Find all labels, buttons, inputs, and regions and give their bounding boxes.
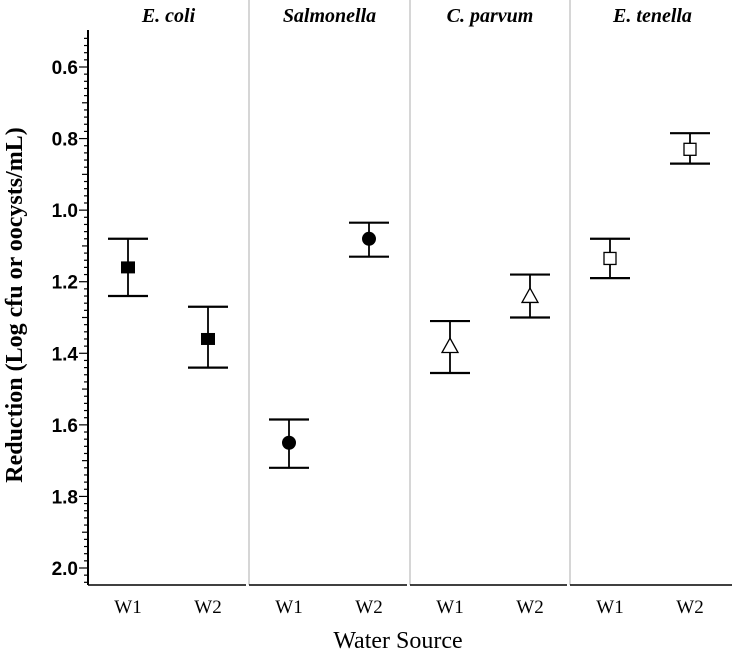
x-tick-label: W2 — [516, 597, 543, 618]
y-axis: 0.6 0.8 1.0 1.2 1.4 1.6 1.8 2.0 — [52, 30, 732, 586]
chart-marks — [108, 132, 710, 469]
y-tick-label: 1.4 — [52, 344, 79, 365]
panel-title: E. coli — [141, 5, 196, 27]
panel-title: Salmonella — [283, 5, 376, 27]
y-tick-label: 2.0 — [52, 559, 78, 580]
panel-title: C. parvum — [447, 5, 534, 27]
x-tick-labels: W1 W2 W1 W2 W1 W2 W1 W2 — [114, 597, 703, 618]
x-tick-label: W2 — [194, 597, 221, 618]
panel-title: E. tenella — [612, 5, 692, 27]
data-point — [440, 336, 460, 354]
x-tick-label: W1 — [596, 597, 623, 618]
y-tick-label: 1.8 — [52, 487, 78, 508]
panel-titles: E. coli Salmonella C. parvum E. tenella — [141, 5, 692, 27]
x-tick-label: W1 — [436, 597, 463, 618]
data-point — [121, 261, 135, 274]
data-point — [683, 142, 697, 156]
y-tick-label: 1.6 — [52, 416, 78, 437]
y-axis-title: Reduction (Log cfu or oocysts/mL) — [2, 127, 28, 483]
x-tick-label: W2 — [676, 597, 703, 618]
y-tick-label: 1.0 — [52, 201, 78, 222]
x-tick-label: W1 — [275, 597, 302, 618]
panel-dividers — [248, 0, 571, 585]
data-point — [282, 435, 296, 450]
x-tick-label: W2 — [355, 597, 382, 618]
data-point — [362, 231, 376, 246]
y-tick-label: 1.2 — [52, 273, 78, 294]
x-axis-title: Water Source — [333, 628, 462, 654]
data-point — [201, 332, 215, 345]
x-tick-label: W1 — [114, 597, 141, 618]
y-tick-label: 0.8 — [52, 130, 78, 151]
data-point — [603, 251, 617, 266]
y-tick-label: 0.6 — [52, 58, 78, 79]
data-point — [520, 286, 540, 304]
